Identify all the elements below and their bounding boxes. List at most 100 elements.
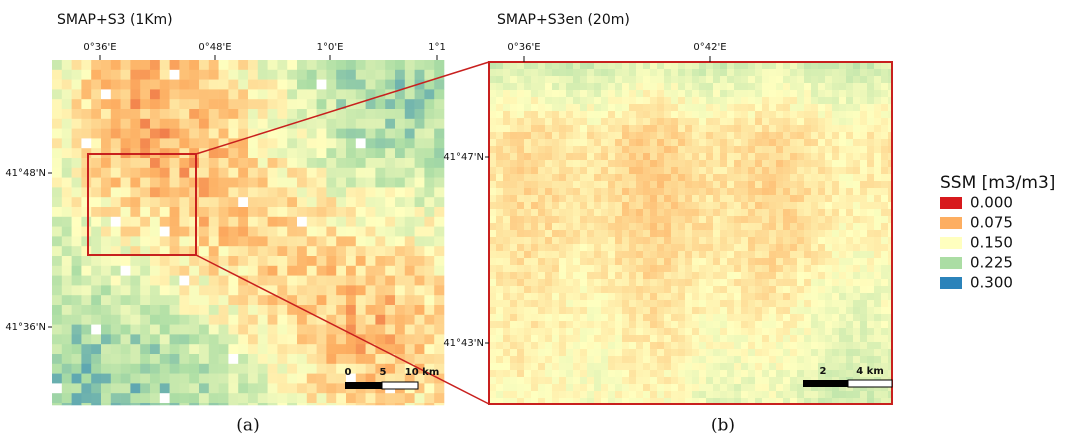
raster-cell: [414, 226, 425, 237]
raster-cell: [818, 146, 826, 154]
raster-cell: [650, 384, 658, 392]
raster-cell: [776, 174, 784, 182]
raster-cell: [699, 195, 707, 203]
raster-cell: [846, 90, 854, 98]
raster-cell: [580, 174, 588, 182]
raster-cell: [706, 174, 714, 182]
raster-cell: [825, 104, 833, 112]
raster-cell: [52, 216, 63, 227]
raster-cell: [287, 89, 298, 100]
raster-cell: [489, 223, 497, 231]
raster-cell: [769, 293, 777, 301]
raster-cell: [818, 321, 826, 329]
raster-cell: [365, 256, 376, 267]
raster-cell: [601, 293, 609, 301]
raster-cell: [811, 230, 819, 238]
raster-cell: [643, 146, 651, 154]
raster-cell: [650, 349, 658, 357]
raster-cell: [61, 138, 72, 149]
raster-cell: [424, 295, 435, 306]
raster-cell: [510, 349, 518, 357]
raster-cell: [71, 187, 82, 198]
raster-cell: [860, 195, 868, 203]
raster-cell: [601, 195, 609, 203]
raster-cell: [559, 125, 567, 133]
raster-cell: [776, 69, 784, 77]
raster-cell: [228, 109, 239, 120]
raster-cell: [524, 167, 532, 175]
raster-cell: [818, 230, 826, 238]
raster-cell: [545, 153, 553, 161]
raster-cell: [650, 398, 658, 405]
raster-cell: [587, 118, 595, 126]
raster-cell: [853, 356, 861, 364]
raster-cell: [306, 118, 317, 129]
raster-cell: [874, 132, 882, 140]
raster-cell: [489, 174, 497, 182]
raster-cell: [150, 295, 161, 306]
raster-cell: [580, 139, 588, 147]
raster-cell: [61, 216, 72, 227]
raster-cell: [169, 324, 180, 335]
raster-cell: [790, 272, 798, 280]
raster-cell: [860, 69, 868, 77]
raster-cell: [741, 111, 749, 119]
raster-cell: [91, 256, 102, 267]
raster-cell: [587, 258, 595, 266]
raster-cell: [81, 236, 92, 247]
raster-cell: [734, 300, 742, 308]
raster-cell: [573, 167, 581, 175]
raster-cell: [811, 139, 819, 147]
raster-cell: [159, 138, 170, 149]
raster-cell: [664, 314, 672, 322]
raster-cell: [650, 167, 658, 175]
raster-cell: [277, 79, 288, 90]
raster-cell: [489, 244, 497, 252]
raster-cell: [496, 258, 504, 266]
raster-cell: [140, 158, 151, 169]
raster-cell: [783, 90, 791, 98]
raster-cell: [706, 307, 714, 315]
raster-cell: [720, 370, 728, 378]
raster-cell: [790, 188, 798, 196]
raster-cell: [643, 90, 651, 98]
raster-cell: [706, 230, 714, 238]
raster-cell: [741, 202, 749, 210]
raster-cell: [179, 138, 190, 149]
raster-cell: [248, 118, 259, 129]
raster-cell: [755, 244, 763, 252]
raster-cell: [650, 216, 658, 224]
raster-cell: [825, 314, 833, 322]
raster-cell: [580, 300, 588, 308]
raster-cell: [643, 97, 651, 105]
raster-cell: [101, 226, 112, 237]
raster-cell: [615, 342, 623, 350]
raster-cell: [395, 295, 406, 306]
raster-cell: [517, 97, 525, 105]
raster-cell: [395, 89, 406, 100]
raster-cell: [636, 258, 644, 266]
raster-cell: [524, 293, 532, 301]
raster-cell: [699, 167, 707, 175]
raster-cell: [326, 60, 337, 71]
raster-cell: [811, 314, 819, 322]
raster-cell: [755, 356, 763, 364]
raster-cell: [326, 177, 337, 188]
raster-cell: [159, 89, 170, 100]
raster-cell: [601, 139, 609, 147]
raster-cell: [587, 300, 595, 308]
raster-cell: [538, 181, 546, 189]
raster-cell: [692, 258, 700, 266]
raster-cell: [671, 335, 679, 343]
raster-cell: [531, 356, 539, 364]
raster-cell: [888, 139, 893, 147]
raster-cell: [267, 344, 278, 355]
raster-cell: [257, 305, 268, 316]
raster-cell: [755, 97, 763, 105]
raster-cell: [385, 177, 396, 188]
raster-cell: [755, 335, 763, 343]
raster-cell: [120, 167, 131, 178]
raster-cell: [496, 132, 504, 140]
raster-cell: [61, 148, 72, 159]
raster-cell: [424, 167, 435, 178]
